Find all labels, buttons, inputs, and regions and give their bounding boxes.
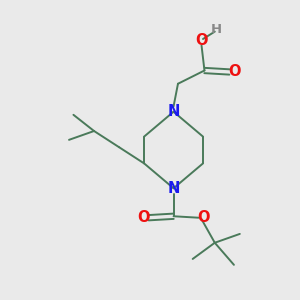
Text: O: O — [198, 210, 210, 225]
Text: O: O — [229, 64, 241, 80]
Text: N: N — [167, 181, 180, 196]
Text: H: H — [211, 23, 222, 36]
Text: N: N — [167, 104, 180, 119]
Text: O: O — [137, 210, 149, 225]
Text: O: O — [195, 33, 208, 48]
